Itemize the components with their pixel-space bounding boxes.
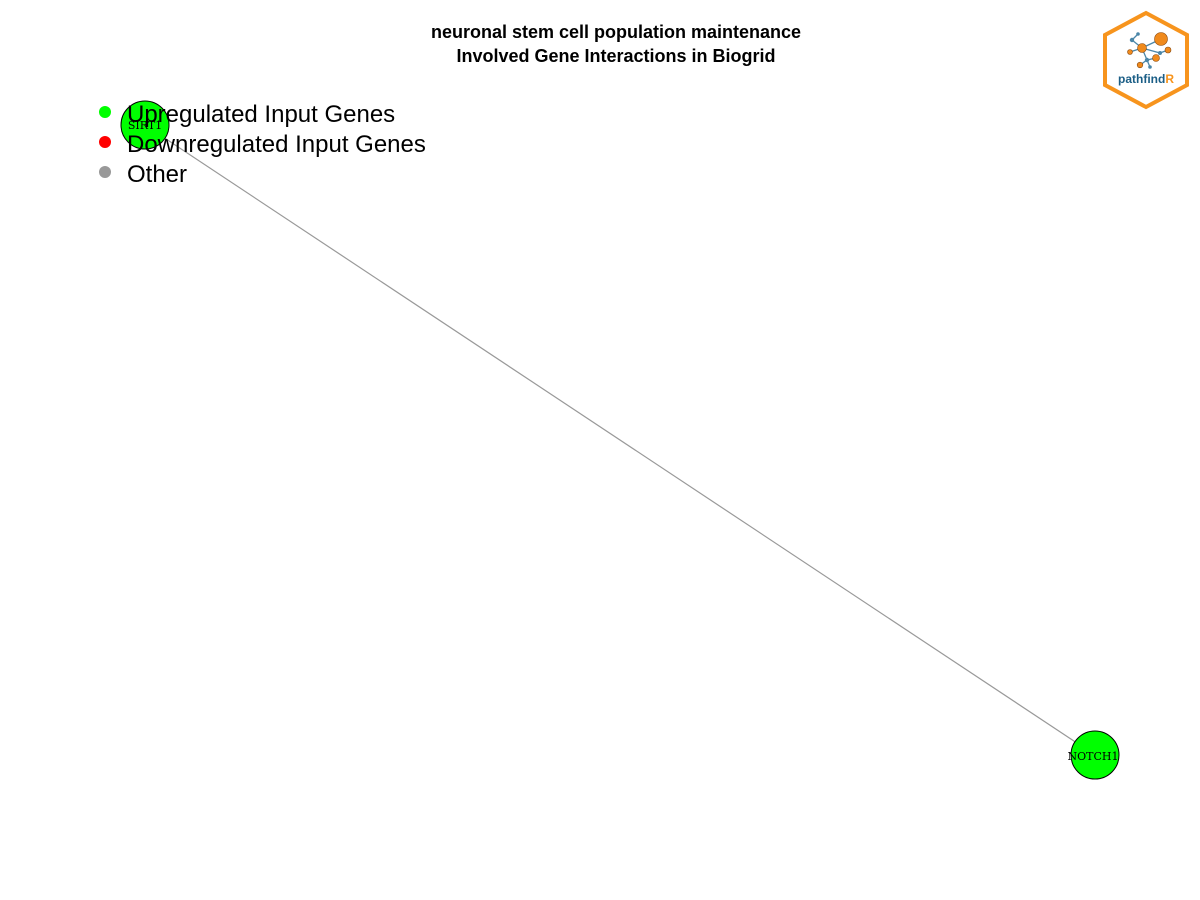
legend-label-upregulated: Upregulated Input Genes xyxy=(127,101,396,128)
node-notch1[interactable]: NOTCH1 xyxy=(1068,730,1120,780)
legend-dot-other xyxy=(99,166,111,178)
legend-label-downregulated: Downregulated Input Genes xyxy=(127,131,426,158)
plot-title: neuronal stem cell population maintenanc… xyxy=(0,20,1200,68)
legend-label-other: Other xyxy=(127,161,188,188)
node-sirt1[interactable]: SIRT1 xyxy=(120,100,170,150)
network-graph-icon xyxy=(1127,32,1172,69)
edge-sirt1-notch1 xyxy=(144,124,1096,756)
node-notch1-label: NOTCH1 xyxy=(1068,750,1119,763)
legend-dot-upregulated xyxy=(99,106,111,118)
pathfindr-logo: pathfindR xyxy=(1103,10,1189,110)
logo-wordmark: pathfindR xyxy=(1118,72,1174,86)
legend-dot-downregulated xyxy=(99,136,111,148)
plot-title-line-2: Involved Gene Interactions in Biogrid xyxy=(456,46,776,66)
node-sirt1-circle[interactable] xyxy=(120,100,170,150)
node-notch1-circle[interactable] xyxy=(1070,730,1120,780)
node-sirt1-label: SIRT1 xyxy=(128,119,162,132)
plot-title-line-1: neuronal stem cell population maintenanc… xyxy=(430,22,802,42)
